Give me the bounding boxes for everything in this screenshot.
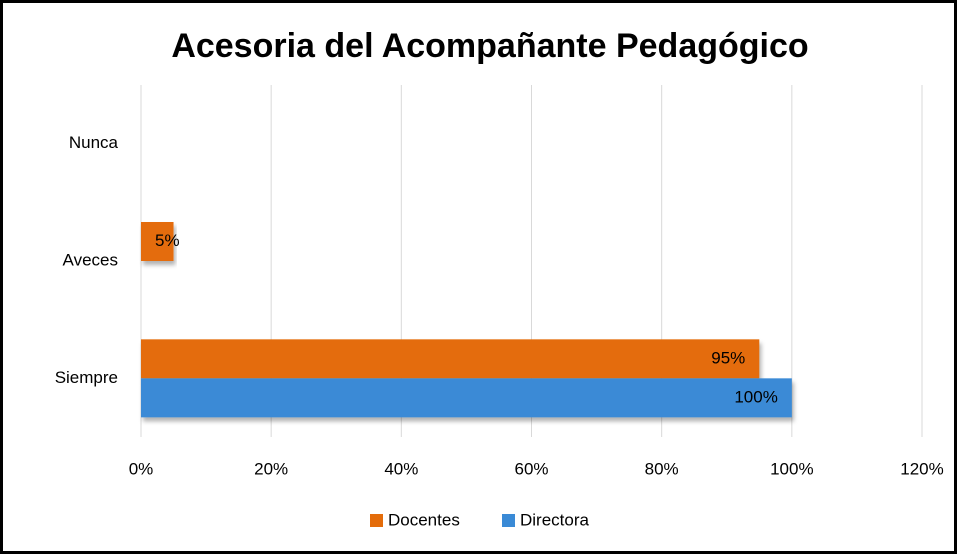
data-label: 95% [711,348,745,367]
legend-swatch [370,514,383,527]
legend-label: Directora [520,510,590,529]
bar [141,378,792,418]
x-tick-label: 60% [514,459,548,478]
y-tick-label: Nunca [69,133,119,152]
x-tick-label: 80% [645,459,679,478]
legend-label: Docentes [388,510,460,529]
y-tick-label: Aveces [63,250,118,269]
y-tick-label: Siempre [55,368,118,387]
x-tick-label: 100% [770,459,813,478]
chart-title: Acesoria del Acompañante Pedagógico [171,27,808,65]
bar [141,222,174,261]
x-tick-label: 20% [254,459,288,478]
data-label: 100% [734,387,777,406]
legend-swatch [502,514,515,527]
x-tick-label: 120% [900,459,943,478]
x-tick-label: 40% [384,459,418,478]
bar [141,339,760,379]
x-tick-label: 0% [129,459,154,478]
data-label: 5% [155,231,180,250]
